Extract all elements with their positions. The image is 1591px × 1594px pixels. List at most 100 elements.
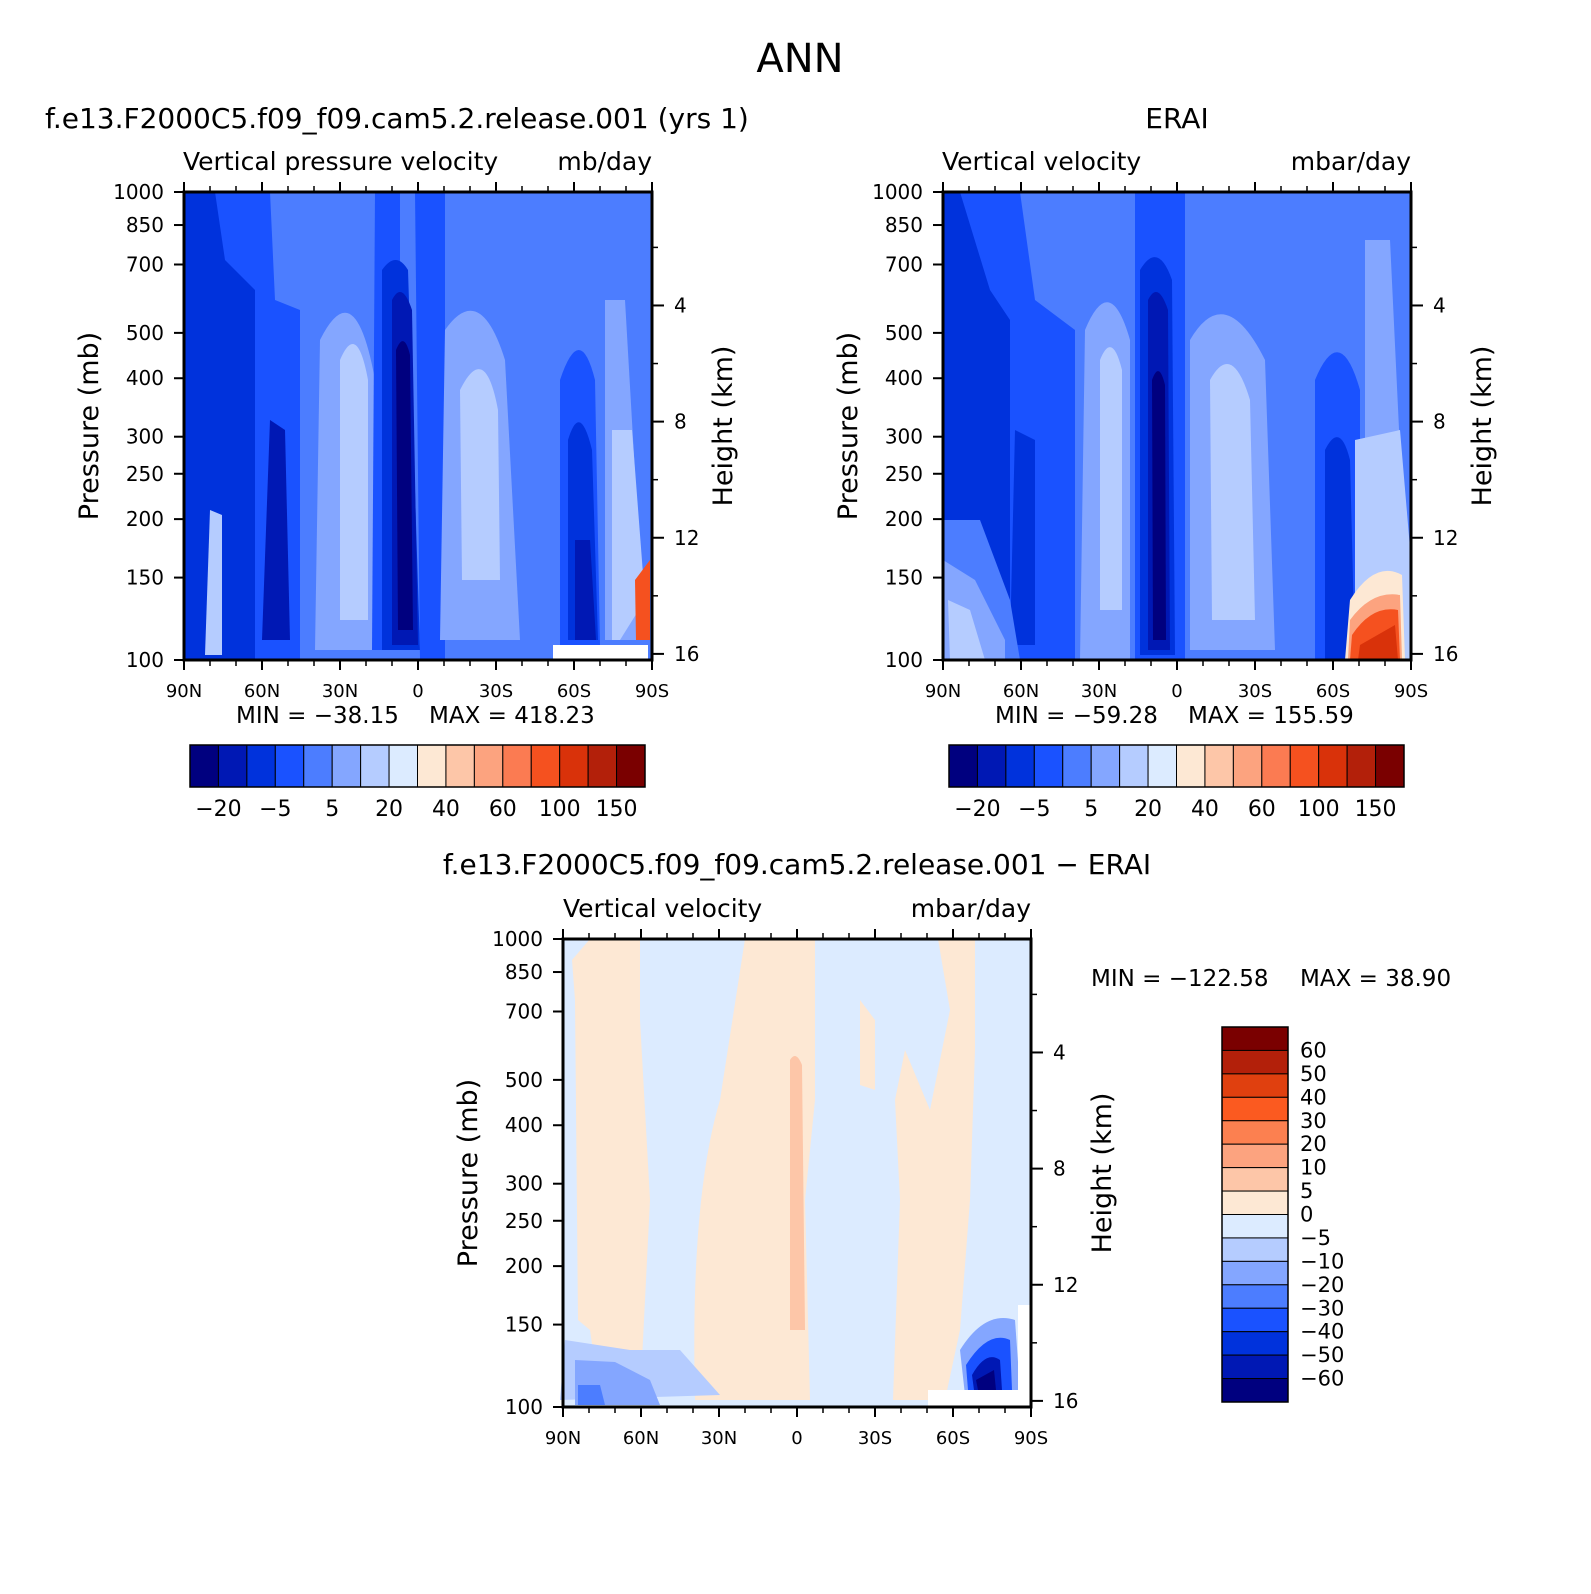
diff-colorbar-label: 0 — [1300, 1203, 1313, 1227]
diff-colorbar-label: −40 — [1300, 1320, 1344, 1344]
obs-colorbar-box — [1318, 744, 1348, 788]
model-title: f.e13.F2000C5.f09_f09.cam5.2.release.001… — [45, 102, 749, 135]
obs-x-tick-label: 30N — [1081, 681, 1117, 702]
diff-colorbar-box — [1221, 1354, 1289, 1380]
obs-field-region — [1010, 430, 1035, 645]
model-colorbar-box — [331, 744, 362, 788]
diff-title: f.e13.F2000C5.f09_f09.cam5.2.release.001… — [443, 848, 1151, 881]
obs-field-region — [1152, 371, 1166, 640]
obs-colorbar-box — [976, 744, 1007, 788]
diff-field-region — [790, 1056, 805, 1330]
obs-colorbar-frame — [948, 744, 1405, 788]
obs-field-region — [948, 600, 985, 660]
model-y-tick-label: 500 — [126, 321, 164, 345]
obs-y2-tick-label: 4 — [1433, 293, 1446, 317]
figure-title: ANN — [756, 36, 843, 82]
obs-x-tick-label: 0 — [1171, 681, 1182, 702]
diff-right-label: mbar/day — [911, 894, 1031, 923]
obs-colorbar-label: 100 — [1298, 797, 1340, 822]
diff-colorbar-box — [1221, 1049, 1289, 1075]
diff-field-region — [976, 1370, 996, 1390]
diff-colorbar-label: 5 — [1300, 1179, 1313, 1203]
obs-y-tick-label: 400 — [885, 366, 923, 390]
obs-colorbar-label: −5 — [1018, 797, 1050, 822]
diff-x-tick-label: 60S — [936, 1428, 970, 1449]
model-colorbar-box — [530, 744, 561, 788]
obs-colorbar-box — [1033, 744, 1064, 788]
diff-colorbar-box — [1221, 1214, 1289, 1239]
diff-field — [560, 939, 1031, 1407]
obs-y-tick-label: 500 — [885, 321, 923, 345]
diff-colorbar-label: 10 — [1300, 1156, 1327, 1180]
obs-colorbar-box — [1090, 744, 1121, 788]
diff-colorbar-label: 50 — [1300, 1062, 1327, 1086]
model-colorbar-box — [388, 744, 418, 788]
obs-y-tick-label: 700 — [885, 252, 923, 276]
diff-colorbar-box — [1221, 1143, 1289, 1169]
diff-colorbar-label: −30 — [1300, 1296, 1344, 1320]
model-field-region — [184, 192, 255, 660]
model-min-label: MIN = −38.15 — [236, 703, 399, 729]
obs-colorbar-label: 20 — [1134, 797, 1162, 822]
model-colorbar-labels: −20 −5 5 20 40 60 100 150 — [195, 797, 637, 822]
model-y2-tick-label: 16 — [674, 642, 699, 666]
model-axes: 90N 60N 30N 0 30S 60S 90S 100 150 200 250 300 400 500… — [113, 180, 699, 702]
diff-x-tick-label: 90S — [1014, 1428, 1048, 1449]
obs-colorbar-box — [1289, 744, 1320, 788]
model-colorbar-box — [274, 744, 305, 788]
model-field-region — [262, 420, 290, 640]
diff-y2-tick-label: 12 — [1053, 1273, 1078, 1297]
model-panel: f.e13.F2000C5.f09_f09.cam5.2.release.001… — [45, 102, 749, 822]
model-y-tick-label: 250 — [126, 462, 164, 486]
obs-field-region — [1100, 347, 1122, 610]
diff-x-tick-label: 90N — [545, 1428, 581, 1449]
obs-y-tick-label: 850 — [885, 213, 923, 237]
diff-y2-axis-title: Height (km) — [1087, 1093, 1118, 1254]
obs-colorbar-label: 40 — [1191, 797, 1219, 822]
obs-colorbar-label: −20 — [954, 797, 1000, 822]
diff-colorbar-box — [1221, 1026, 1289, 1051]
model-y2-axis-title: Height (km) — [708, 346, 739, 507]
diff-colorbar-label: 20 — [1300, 1132, 1327, 1156]
obs-title: ERAI — [1145, 102, 1208, 135]
obs-colorbar-label: 150 — [1355, 797, 1397, 822]
model-field-region — [340, 344, 368, 620]
diff-x-tick-label: 30N — [701, 1428, 737, 1449]
diff-field-region — [694, 939, 815, 1400]
model-colorbar-box — [473, 744, 504, 788]
diff-y-tick-label: 850 — [505, 960, 543, 984]
obs-colorbar-box — [1176, 744, 1206, 788]
model-colorbar-label: 20 — [375, 797, 403, 822]
obs-y2-tick-label: 12 — [1433, 526, 1458, 550]
obs-colorbar-box — [1261, 744, 1291, 788]
model-field-region — [415, 192, 445, 660]
obs-colorbar-boxes — [948, 744, 1405, 788]
obs-y-tick-label: 1000 — [872, 180, 923, 204]
model-field-region — [396, 341, 413, 630]
model-y-tick-label: 100 — [126, 648, 164, 672]
model-x-tick-label: 60S — [557, 681, 591, 702]
model-x-tick-label: 30S — [479, 681, 513, 702]
obs-panel: ERAI Vertical velocity mbar/day — [833, 102, 1498, 822]
obs-colorbar-box — [1119, 744, 1149, 788]
model-colorbar-box — [559, 744, 589, 788]
model-colorbar-label: 150 — [596, 797, 638, 822]
obs-colorbar-box — [1005, 744, 1035, 788]
obs-colorbar-box — [1204, 744, 1234, 788]
diff-field-region — [860, 1000, 875, 1090]
obs-y-tick-label: 150 — [885, 566, 923, 590]
diff-y-tick-label: 500 — [505, 1068, 543, 1092]
diff-colorbar-label: 30 — [1300, 1109, 1327, 1133]
obs-y-tick-label: 100 — [885, 648, 923, 672]
obs-colorbar-label: 60 — [1248, 797, 1276, 822]
diff-colorbar-boxes — [1221, 1026, 1289, 1403]
obs-right-label: mbar/day — [1291, 147, 1411, 176]
obs-y2-tick-label: 8 — [1433, 410, 1446, 434]
diff-panel: f.e13.F2000C5.f09_f09.cam5.2.release.001… — [443, 848, 1451, 1449]
model-colorbar-box — [189, 744, 219, 788]
model-y-tick-label: 300 — [126, 425, 164, 449]
diff-y-tick-label: 700 — [505, 999, 543, 1023]
model-missing-data — [553, 645, 648, 660]
